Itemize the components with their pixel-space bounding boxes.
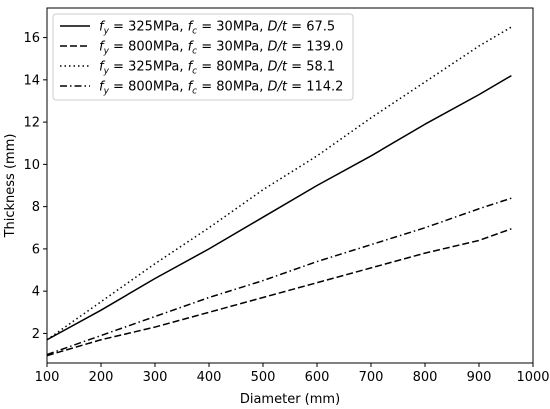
x-tick-label: 600 xyxy=(305,370,330,385)
legend-text-part: D/t xyxy=(268,20,288,35)
plot-area xyxy=(46,26,512,357)
legend-text-part: D/t xyxy=(268,60,288,75)
legend-label-4: fy = 800MPa, fc = 80MPa, D/t = 114.2 xyxy=(99,80,343,97)
x-tick-label: 100 xyxy=(35,370,60,385)
legend-label-2: fy = 800MPa, fc = 30MPa, D/t = 139.0 xyxy=(99,40,343,57)
x-axis: 100 200 300 400 500 600 700 800 900 1000 xyxy=(35,363,550,385)
legend-text-part: f xyxy=(188,40,195,55)
legend-box xyxy=(52,13,354,101)
legend-text-part: = 800MPa, xyxy=(109,40,188,55)
legend-text-part: = 58.1 xyxy=(287,60,335,75)
legend-text-part: f xyxy=(99,60,106,75)
x-tick-label: 300 xyxy=(143,370,168,385)
legend-text-part: f xyxy=(188,20,195,35)
legend-text-part: y xyxy=(103,87,110,97)
legend-text-part: c xyxy=(192,67,197,77)
legend-text-part: = 325MPa, xyxy=(109,60,188,75)
y-tick-label: 6 xyxy=(32,242,40,257)
series-line-4 xyxy=(46,197,512,356)
x-tick-label: 400 xyxy=(197,370,222,385)
legend-text-part: = 80MPa, xyxy=(197,80,267,95)
y-tick-label: 2 xyxy=(32,327,40,342)
x-tick-label: 900 xyxy=(467,370,492,385)
legend-text-part: D/t xyxy=(268,40,288,55)
legend-text-part: = 139.0 xyxy=(287,40,343,55)
legend-text-part: f xyxy=(99,40,106,55)
legend-text-part: = 30MPa, xyxy=(197,20,267,35)
x-axis-label: Diameter (mm) xyxy=(240,392,340,407)
y-tick-label: 10 xyxy=(23,158,40,173)
y-axis-label: Thickness (mm) xyxy=(3,134,18,239)
y-tick-label: 12 xyxy=(23,116,40,131)
x-tick-label: 500 xyxy=(251,370,276,385)
legend-text-part: D/t xyxy=(268,80,288,95)
y-axis: 2 4 6 8 10 12 14 16 xyxy=(23,31,47,342)
legend-text-part: = 30MPa, xyxy=(197,40,267,55)
legend-text-part: = 325MPa, xyxy=(109,20,188,35)
y-tick-label: 8 xyxy=(32,200,40,215)
y-tick-label: 16 xyxy=(23,31,40,46)
series-line-2 xyxy=(46,228,512,357)
plot-frame xyxy=(46,7,534,364)
y-tick-label: 14 xyxy=(23,73,40,88)
legend-text-part: f xyxy=(99,20,106,35)
legend-text-part: f xyxy=(99,80,106,95)
legend-text-part: f xyxy=(188,60,195,75)
legend-text-part: = 800MPa, xyxy=(109,80,188,95)
legend-label-3: fy = 325MPa, fc = 80MPa, D/t = 58.1 xyxy=(99,60,335,77)
x-tick-label: 200 xyxy=(89,370,114,385)
legend-text-part: f xyxy=(188,80,195,95)
x-tick-label: 1000 xyxy=(516,370,549,385)
series-line-1 xyxy=(46,74,512,341)
y-tick-label: 4 xyxy=(32,285,40,300)
legend-text-part: c xyxy=(192,27,197,37)
legend-label-1: fy = 325MPa, fc = 30MPa, D/t = 67.5 xyxy=(99,20,335,37)
legend-text-part: y xyxy=(103,47,110,57)
x-tick-label: 700 xyxy=(359,370,384,385)
legend-text-part: = 67.5 xyxy=(287,20,335,35)
series-line-3 xyxy=(46,26,512,341)
legend-text-part: = 80MPa, xyxy=(197,60,267,75)
legend-text-part: y xyxy=(103,67,110,77)
legend-text-part: c xyxy=(192,47,197,57)
legend-text-part: y xyxy=(103,27,110,37)
legend-text-part: = 114.2 xyxy=(287,80,343,95)
x-tick-label: 800 xyxy=(413,370,438,385)
legend-text-part: c xyxy=(192,87,197,97)
legend: fy = 325MPa, fc = 30MPa, D/t = 67.5fy = … xyxy=(52,13,354,101)
